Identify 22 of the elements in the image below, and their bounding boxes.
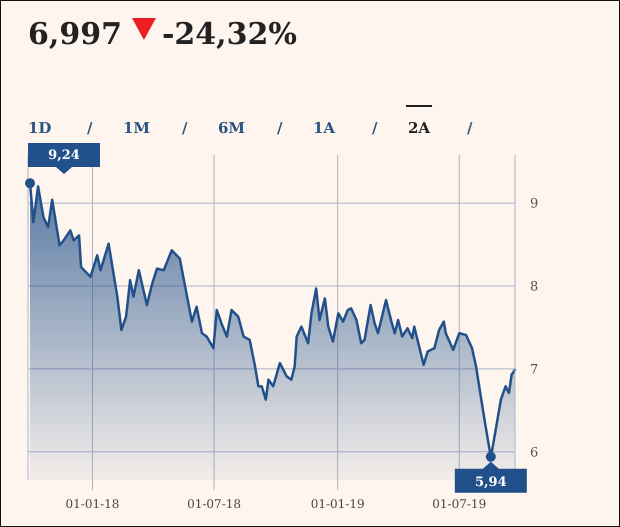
x-tick-label: 01-07-19 <box>432 497 486 511</box>
text: 1D <box>28 119 52 137</box>
text: 6M <box>218 119 246 137</box>
x-tick-label: 01-01-19 <box>310 497 365 511</box>
text: / <box>467 119 473 137</box>
text: / <box>277 119 283 137</box>
y-tick-label: 6 <box>530 445 538 460</box>
text: / <box>372 119 378 137</box>
y-tick-label: 7 <box>530 362 538 378</box>
annotation: 9,24 <box>48 148 80 163</box>
y-tick-label: 9 <box>530 196 538 212</box>
text: 2A <box>408 119 430 137</box>
annotation: 5,94 <box>474 474 507 490</box>
text: / <box>87 119 93 137</box>
text: 1M <box>123 119 150 137</box>
y-tick-label: 8 <box>530 280 538 295</box>
text: 1A <box>313 119 336 137</box>
chart-subtitle: -24,32% <box>162 17 297 52</box>
x-tick-label: 01-01-18 <box>66 497 120 511</box>
chart-title: 6,997 <box>28 17 122 52</box>
text: / <box>182 119 188 137</box>
x-tick-label: 01-07-18 <box>187 497 242 511</box>
